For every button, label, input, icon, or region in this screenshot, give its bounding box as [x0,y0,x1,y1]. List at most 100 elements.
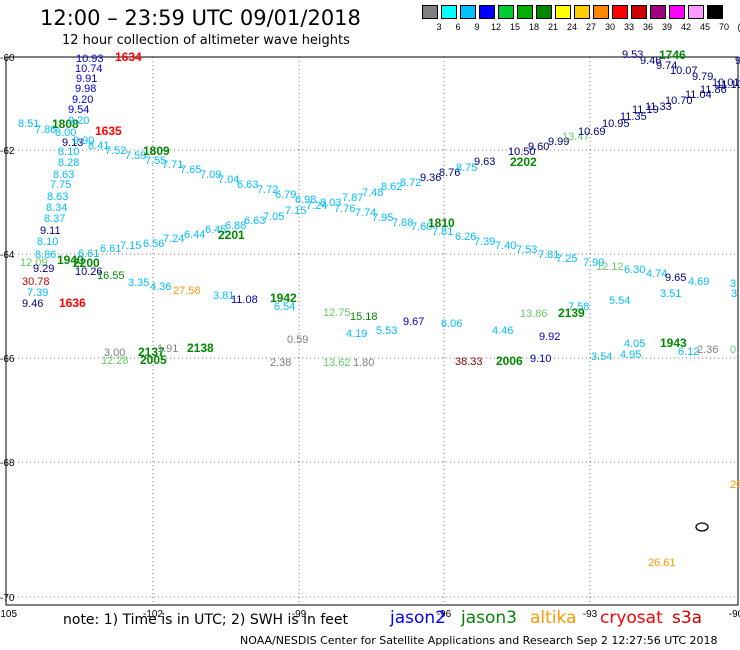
wave-height-value: 6.61 [78,248,99,260]
wave-height-value: 6.63 [237,179,258,191]
wave-height-value: 7.65 [180,164,201,176]
wave-height-value: 10.74 [75,63,103,75]
color-scale-label: 42 [680,22,691,32]
wave-height-value: 7.71 [162,159,183,171]
wave-height-value: 10.50 [508,146,536,158]
wave-height-value: 6.79 [275,189,296,201]
footer-credit: NOAA/NESDIS Center for Satellite Applica… [240,634,718,647]
wave-height-value: 8.86 [35,249,56,261]
wave-height-value: 7.60 [411,221,432,233]
wave-height-value: 7.58 [568,301,589,313]
pass-time-label: 2137 [138,345,165,359]
wave-height-value: 9.29 [33,263,54,275]
wave-height-value: 4.46 [492,325,513,337]
color-swatch [593,5,609,19]
wave-height-value: 0. [730,344,739,356]
wave-height-value: 9.92 [539,331,560,343]
wave-height-value: 27.58 [173,285,201,297]
wave-height-value: 3.00 [104,347,125,359]
color-scale-label: 39 [661,22,672,32]
wave-height-value: 7.75 [50,179,71,191]
color-scale-label: 21 [547,22,558,32]
wave-height-value: 11.86 [700,84,727,96]
wave-height-value: 3.54 [591,351,612,363]
wave-height-value: 7.40 [495,240,516,252]
legend-s3a: s3a [672,608,702,628]
wave-height-value: 7.04 [218,174,239,186]
wave-height-value: 2.38 [270,357,291,369]
color-swatch [498,5,514,19]
color-swatch [517,5,533,19]
wave-height-value: 4.19 [346,328,367,340]
wave-height-value: 8.10 [37,236,58,248]
wave-height-value: 7.88 [392,217,413,229]
wave-height-value: 38.33 [455,356,483,368]
color-swatch [479,5,495,19]
wave-height-value: 9.10 [530,353,551,365]
pass-time-label: 2201 [218,228,245,242]
wave-height-value: 7.39 [27,287,48,299]
wave-height-value: 9.36 [420,172,441,184]
wave-height-value: 9.46 [22,298,43,310]
wave-height-value: 4.95 [620,349,641,361]
color-scale-label: 70 [718,22,729,32]
wave-height-value: 5.54 [609,295,630,307]
color-scale-label: 30 [604,22,615,32]
color-swatch [422,5,438,19]
wave-height-value: 10.07 [670,65,698,77]
wave-height-value: 9.20 [68,115,89,127]
wave-height-value: 6.61 [100,243,121,255]
color-scale-label: 18 [528,22,539,32]
wave-height-value: 7.76 [334,203,355,215]
wave-height-value: 7.25 [556,253,577,265]
wave-height-value: 11.10 [716,79,740,91]
wave-height-value: 7.95 [372,212,393,224]
latitude-tick-label: -62 [0,146,15,157]
wave-height-value: 7.24 [163,233,184,245]
wave-height-value: 8.00 [55,127,76,139]
wave-height-value: 26 [730,479,740,491]
legend-altika: altika [530,608,577,628]
legend-jason3: jason3 [461,608,517,628]
page-title: 12:00 – 23:59 UTC 09/01/2018 [40,6,361,30]
wave-height-value: 6.44 [184,229,205,241]
wave-height-value: 10.95 [602,118,630,130]
page-subtitle: 12 hour collection of altimeter wave hei… [62,33,350,48]
wave-height-value: 12.75 [323,307,351,319]
wave-height-value: 7.05 [263,211,284,223]
color-scale-label: 36 [642,22,653,32]
wave-height-value: 9 [735,55,740,67]
wave-height-value: 7.39 [474,236,495,248]
pass-time-label: 1940 [57,253,84,267]
latitude-tick-label: -60 [0,53,15,64]
color-swatch [669,5,685,19]
wave-height-value: 9.79 [692,71,713,83]
wave-height-value: 10.70 [665,95,693,107]
pass-time-label: 2200 [73,256,100,270]
wave-height-value: 10.26 [75,266,103,278]
pass-time-label: 2006 [496,354,523,368]
wave-height-value: 4.69 [688,276,709,288]
wave-height-value: 8.63 [53,169,74,181]
wave-height-value: 8.37 [44,213,65,225]
color-scale-label: (ft) [733,22,740,32]
pass-time-label: 2138 [187,341,214,355]
color-scale-label: 12 [490,22,501,32]
wave-height-value: 7.55 [145,155,166,167]
color-swatch [441,5,457,19]
color-scale-label: 27 [585,22,596,32]
wave-height-value: 6.98 [295,194,316,206]
axis-tick-labels: -105 -102 -99 -96 -93 -90 -60 -62 -64 -66 -68 -70 [0,53,740,620]
wave-height-value: 7.81 [538,249,559,261]
map-grid [6,57,738,605]
wave-height-value: 7.15 [285,205,306,217]
wave-height-value: 8.76 [439,167,460,179]
color-scale-label: 15 [509,22,520,32]
wave-height-value: 7.81 [432,226,453,238]
wave-height-value: 9.65 [665,272,686,284]
longitude-tick-label: -105 [0,609,17,620]
pass-time-label: 1809 [143,144,170,158]
longitude-tick-label: -96 [437,609,452,620]
wave-height-value: 7.52 [105,145,126,157]
